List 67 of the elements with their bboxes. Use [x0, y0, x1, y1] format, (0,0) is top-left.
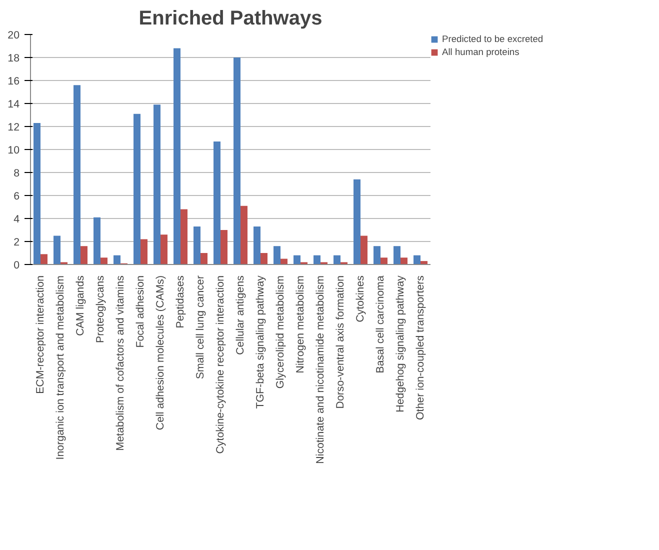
- bar: [354, 179, 360, 264]
- bar: [294, 255, 300, 264]
- bar: [160, 234, 168, 264]
- x-tick-label: Cellular antigens: [234, 275, 246, 355]
- y-tick-label: 16: [8, 76, 20, 88]
- bar: [34, 123, 40, 264]
- bar: [94, 217, 100, 264]
- chart-title: Enriched Pathways: [138, 8, 322, 30]
- bar: [134, 114, 140, 264]
- bar: [400, 258, 408, 264]
- y-tick-label: 20: [8, 30, 20, 42]
- x-tick-label: Glycerolipid metabolism: [274, 275, 286, 389]
- x-tick-label: Focal adhesion: [134, 275, 146, 348]
- bar: [314, 255, 320, 264]
- x-tick-label: Basal cell carcinoma: [374, 275, 386, 374]
- bar: [140, 239, 148, 264]
- bar: [214, 141, 220, 264]
- bar: [254, 226, 260, 264]
- x-tick-label: Dorso-ventral axis formation: [334, 275, 346, 409]
- bar: [114, 255, 120, 264]
- x-tick-label: Nicotinate and nicotinamide metabolism: [314, 275, 326, 464]
- x-tick-label: Proteoglycans: [94, 275, 106, 344]
- bar: [240, 206, 248, 264]
- x-tick-label: Nitrogen metabolism: [294, 275, 306, 374]
- bar: [54, 236, 60, 264]
- bar: [394, 246, 400, 264]
- bar: [180, 209, 188, 264]
- bar: [174, 48, 180, 264]
- y-tick-label: 8: [14, 168, 20, 180]
- bar: [194, 226, 200, 264]
- x-tick-label: TGF-beta signaling pathway: [254, 274, 266, 409]
- y-tick-label: 10: [8, 144, 20, 156]
- y-tick-label: 0: [14, 260, 20, 272]
- bar: [40, 254, 48, 264]
- x-tick-label: Metabolism of cofactors and vitamins: [114, 275, 126, 451]
- x-tick-label: Hedgehog signaling pathway: [394, 274, 406, 412]
- bar: [360, 236, 368, 264]
- bar: [334, 255, 340, 264]
- x-tick-label: Cytokines: [354, 275, 366, 322]
- y-tick-label: 4: [14, 214, 20, 226]
- bar: [154, 104, 160, 264]
- bar: [234, 58, 240, 264]
- y-tick-label: 6: [14, 190, 20, 202]
- x-tick-label: ECM-receptor interaction: [34, 275, 46, 394]
- y-tick-label: 14: [8, 98, 20, 110]
- x-tick-label: Inorganic ion transport and metabolism: [54, 275, 66, 460]
- bar: [374, 246, 380, 264]
- legend-label: Predicted to be excreted: [442, 34, 544, 44]
- bar: [80, 246, 88, 264]
- bar: [274, 246, 280, 264]
- legend-label: All human proteins: [442, 47, 520, 57]
- bar: [260, 253, 268, 264]
- bar: [414, 255, 420, 264]
- y-tick-label: 12: [8, 122, 20, 134]
- x-tick-label: CAM ligands: [74, 275, 86, 336]
- y-tick-label: 18: [8, 52, 20, 64]
- x-tick-label: Peptidases: [174, 275, 186, 328]
- bar: [100, 258, 108, 264]
- bar: [74, 85, 80, 264]
- x-tick-label: Small cell lung cancer: [194, 275, 206, 380]
- x-tick-label: Cytokine-cytokine receptor interaction: [214, 275, 226, 454]
- bar: [220, 230, 228, 264]
- bar: [200, 253, 208, 264]
- y-tick-label: 2: [14, 236, 20, 248]
- x-tick-label: Cell adhesion molecules (CAMs): [154, 275, 166, 430]
- bar: [380, 258, 388, 264]
- x-tick-label: Other ion-coupled transporters: [414, 275, 426, 420]
